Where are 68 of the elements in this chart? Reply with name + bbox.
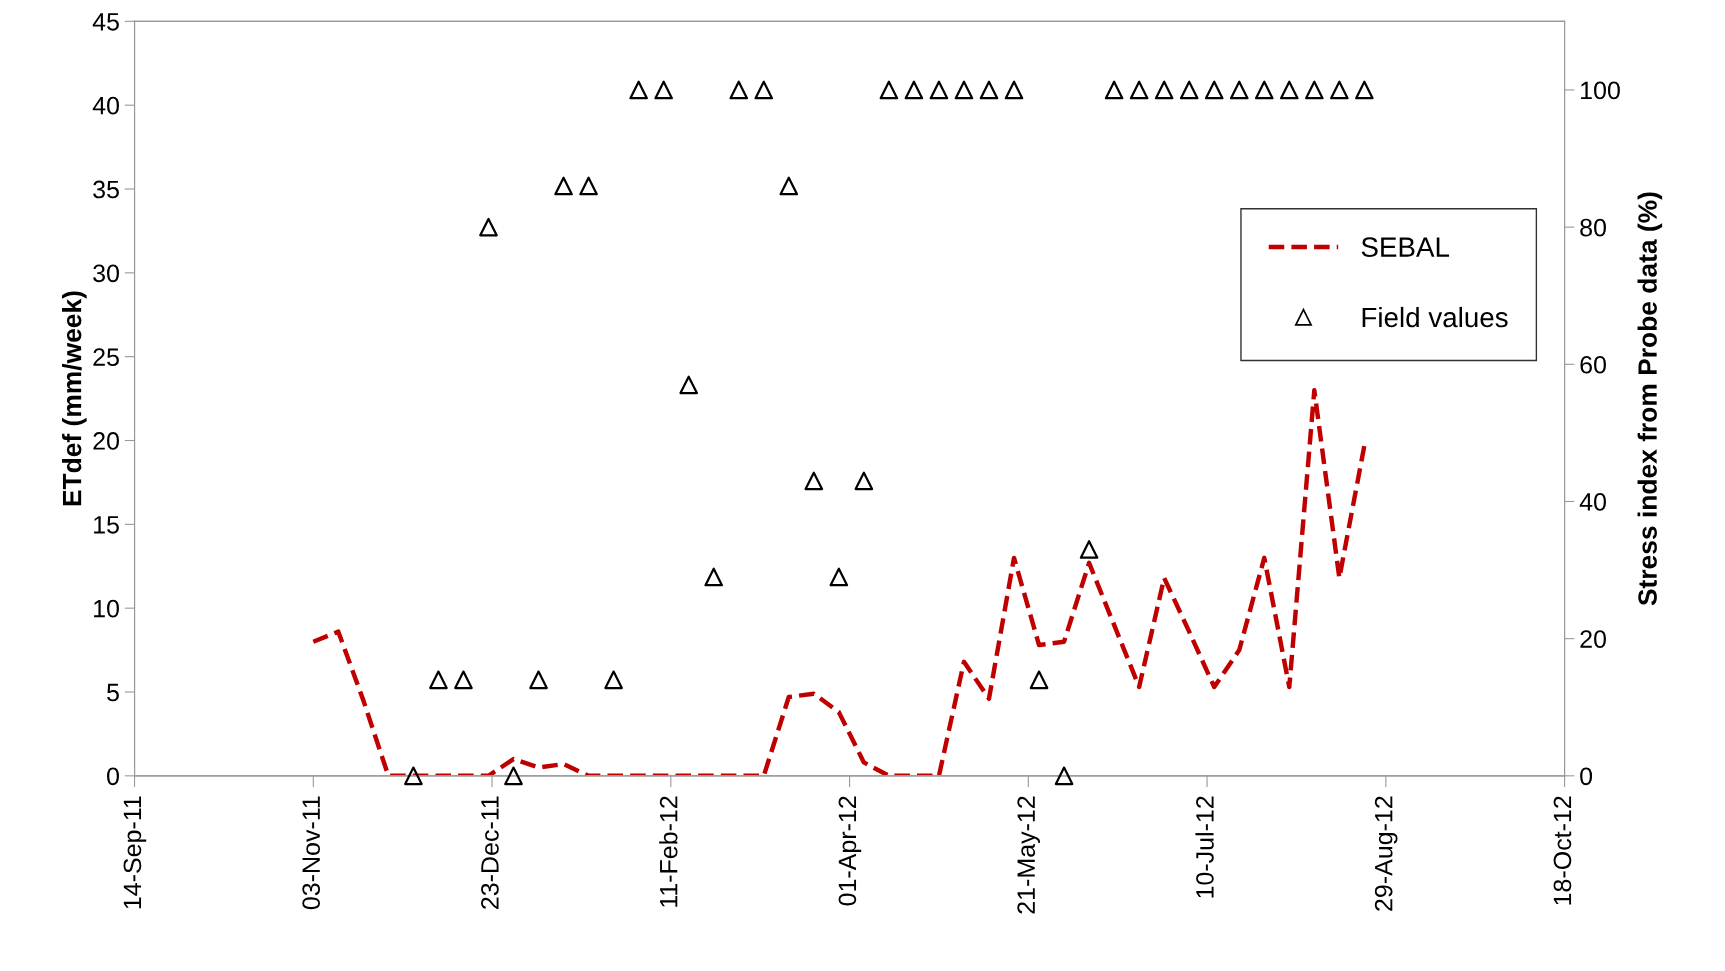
- x-tick-label: 23-Dec-11: [481, 796, 499, 909]
- point: [1330, 80, 1349, 100]
- point: [1229, 80, 1249, 100]
- point: [779, 176, 799, 196]
- y-tick-label: 40: [92, 96, 119, 115]
- x-tick-label: 10-Jul-12: [1195, 796, 1214, 898]
- y-tick-label: 5: [107, 683, 119, 702]
- x-tick-label: 03-Nov-11: [302, 796, 321, 910]
- y-tick-label: 45: [92, 13, 119, 31]
- point: [904, 80, 924, 100]
- point: [1254, 80, 1274, 100]
- point: [479, 217, 498, 237]
- y-tick-label: 30: [93, 264, 119, 283]
- point: [529, 670, 548, 690]
- y2-tick-label: 80: [1580, 218, 1606, 237]
- point: [1304, 80, 1324, 100]
- point: [504, 766, 523, 786]
- point: [954, 80, 974, 100]
- point: [1204, 80, 1224, 100]
- point: [1079, 540, 1099, 559]
- y-tick-label: 20: [93, 432, 119, 450]
- point: [704, 567, 724, 587]
- legend-label: SEBAL: [1361, 237, 1450, 257]
- point: [1029, 670, 1049, 690]
- point: [979, 80, 999, 100]
- y2-tick-label: 0: [1580, 767, 1593, 786]
- point: [754, 80, 774, 100]
- y-tick-label: 10: [94, 599, 119, 618]
- y2-tick-label: 20: [1580, 630, 1606, 648]
- x-tick-label: 11-Feb-12: [659, 796, 678, 907]
- x-tick-label: 18-Oct-12: [1553, 796, 1572, 905]
- y-tick-label: 15: [94, 516, 119, 534]
- point: [929, 80, 949, 100]
- x-tick-label: 21-May-12: [1017, 796, 1040, 914]
- point: [679, 375, 699, 395]
- point: [879, 80, 899, 100]
- y-tick-label: 0: [107, 767, 119, 786]
- point: [829, 567, 849, 587]
- point: [404, 766, 423, 786]
- y2-tick-label: 100: [1581, 81, 1620, 100]
- y2-tick-label: 60: [1580, 355, 1606, 374]
- point: [1179, 80, 1199, 100]
- point: [1054, 766, 1074, 786]
- point: [429, 670, 448, 690]
- point: [854, 471, 874, 491]
- point: [1154, 80, 1174, 100]
- point: [729, 80, 749, 100]
- legend-label: Field values: [1362, 306, 1508, 328]
- point: [654, 80, 673, 100]
- y-axis-title: ETdef (mm/week): [62, 291, 87, 506]
- point: [629, 80, 648, 100]
- x-tick-label: 01-Apr-12: [838, 796, 862, 906]
- point: [1279, 80, 1299, 100]
- y-tick-label: 35: [93, 180, 119, 199]
- point: [1004, 80, 1024, 100]
- y2-axis-title: Stress index from Probe data (%): [1637, 192, 1663, 606]
- point: [1104, 80, 1124, 100]
- point: [1355, 80, 1374, 100]
- point: [804, 471, 824, 491]
- point: [1129, 80, 1149, 100]
- x-tick-label: 29-Aug-12: [1374, 796, 1398, 911]
- point: [454, 670, 473, 690]
- y-tick-label: 25: [93, 348, 119, 366]
- y2-tick-label: 40: [1579, 493, 1606, 511]
- point: [579, 176, 598, 196]
- point: [554, 176, 573, 196]
- x-tick-label: 14-Sep-11: [123, 796, 147, 909]
- point: [604, 670, 623, 690]
